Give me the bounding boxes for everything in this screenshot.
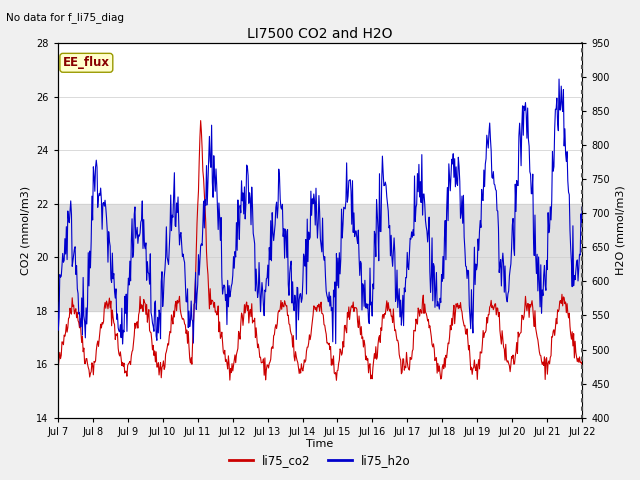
Legend: li75_co2, li75_h2o: li75_co2, li75_h2o — [224, 449, 416, 472]
Y-axis label: CO2 (mmol/m3): CO2 (mmol/m3) — [20, 186, 31, 275]
Bar — [58, 204, 582, 311]
Text: No data for f_li75_diag: No data for f_li75_diag — [6, 12, 124, 23]
Y-axis label: H2O (mmol/m3): H2O (mmol/m3) — [616, 186, 626, 275]
Title: LI7500 CO2 and H2O: LI7500 CO2 and H2O — [247, 27, 393, 41]
X-axis label: Time: Time — [307, 439, 333, 449]
Text: EE_flux: EE_flux — [63, 56, 110, 69]
